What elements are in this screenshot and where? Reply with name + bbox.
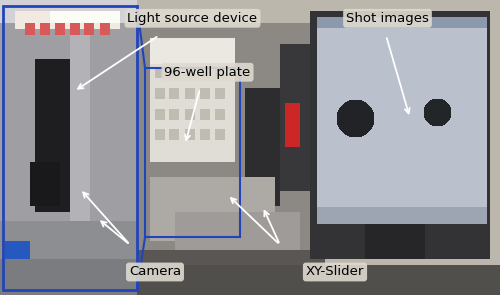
Bar [145, 68, 240, 237]
Text: Camera: Camera [129, 266, 181, 278]
Bar [3, 6, 137, 290]
Text: Shot images: Shot images [346, 12, 429, 25]
Text: 96-well plate: 96-well plate [164, 66, 250, 79]
Text: XY-Slider: XY-Slider [306, 266, 364, 278]
Text: Light source device: Light source device [128, 12, 258, 25]
